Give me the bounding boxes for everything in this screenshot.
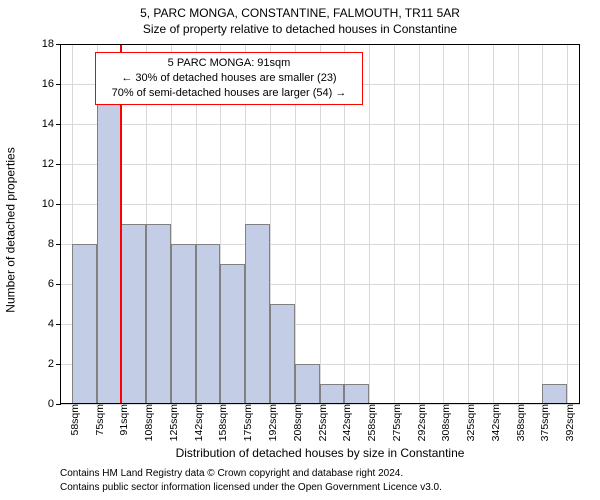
gridline-v: [468, 44, 469, 404]
annotation-line: 70% of semi-detached houses are larger (…: [102, 86, 356, 101]
x-tick: 75sqm: [88, 404, 106, 436]
gridline-v: [542, 44, 543, 404]
y-tick: 10: [42, 198, 60, 210]
x-tick: 242sqm: [335, 404, 353, 441]
gridline-v: [518, 44, 519, 404]
histogram-bar: [146, 224, 171, 404]
attribution-line1: Contains HM Land Registry data © Crown c…: [60, 467, 580, 481]
x-tick: 158sqm: [211, 404, 229, 441]
x-tick: 258sqm: [360, 404, 378, 441]
y-tick: 6: [48, 278, 60, 290]
y-tick: 18: [42, 38, 60, 50]
histogram-bar: [270, 304, 295, 404]
x-tick: 208sqm: [286, 404, 304, 441]
annotation-line: ← 30% of detached houses are smaller (23…: [102, 71, 356, 86]
x-tick: 275sqm: [385, 404, 403, 441]
histogram-bar: [72, 244, 97, 404]
plot-area: 02468101214161858sqm75sqm91sqm108sqm125s…: [60, 44, 580, 404]
x-tick: 342sqm: [484, 404, 502, 441]
x-axis-label: Distribution of detached houses by size …: [60, 446, 580, 460]
x-tick: 108sqm: [137, 404, 155, 441]
histogram-bar: [295, 364, 320, 404]
y-axis-label: Number of detached properties: [4, 0, 18, 460]
gridline-v: [394, 44, 395, 404]
y-tick: 16: [42, 78, 60, 90]
attribution: Contains HM Land Registry data © Crown c…: [60, 467, 580, 494]
x-tick: 308sqm: [434, 404, 452, 441]
y-tick: 12: [42, 158, 60, 170]
page-title-line1: 5, PARC MONGA, CONSTANTINE, FALMOUTH, TR…: [0, 6, 600, 20]
histogram-bar: [121, 224, 146, 404]
x-tick: 375sqm: [533, 404, 551, 441]
attribution-line2: Contains public sector information licen…: [60, 481, 580, 495]
x-tick: 325sqm: [459, 404, 477, 441]
page-title-line2: Size of property relative to detached ho…: [0, 22, 600, 36]
histogram-bar: [245, 224, 270, 404]
chart-container: 5, PARC MONGA, CONSTANTINE, FALMOUTH, TR…: [0, 0, 600, 500]
gridline-v: [493, 44, 494, 404]
histogram-bar: [171, 244, 196, 404]
x-tick: 125sqm: [162, 404, 180, 441]
y-tick: 14: [42, 118, 60, 130]
gridline-v: [419, 44, 420, 404]
x-tick: 358sqm: [509, 404, 527, 441]
y-tick: 8: [48, 238, 60, 250]
histogram-bar: [97, 104, 122, 404]
gridline-v: [567, 44, 568, 404]
histogram-bar: [220, 264, 245, 404]
histogram-bar: [196, 244, 221, 404]
x-tick: 175sqm: [236, 404, 254, 441]
gridline-v: [369, 44, 370, 404]
annotation-line: 5 PARC MONGA: 91sqm: [102, 56, 356, 71]
histogram-bar: [344, 384, 369, 404]
gridline-v: [443, 44, 444, 404]
histogram-bar: [542, 384, 567, 404]
x-tick: 392sqm: [558, 404, 576, 441]
y-tick: 2: [48, 358, 60, 370]
x-tick: 142sqm: [187, 404, 205, 441]
histogram-bar: [320, 384, 345, 404]
x-tick: 58sqm: [63, 404, 81, 436]
x-tick: 192sqm: [261, 404, 279, 441]
x-tick: 91sqm: [112, 404, 130, 436]
x-tick: 225sqm: [311, 404, 329, 441]
y-tick: 4: [48, 318, 60, 330]
annotation-box: 5 PARC MONGA: 91sqm← 30% of detached hou…: [95, 52, 363, 105]
y-tick: 0: [48, 398, 60, 410]
x-tick: 292sqm: [410, 404, 428, 441]
